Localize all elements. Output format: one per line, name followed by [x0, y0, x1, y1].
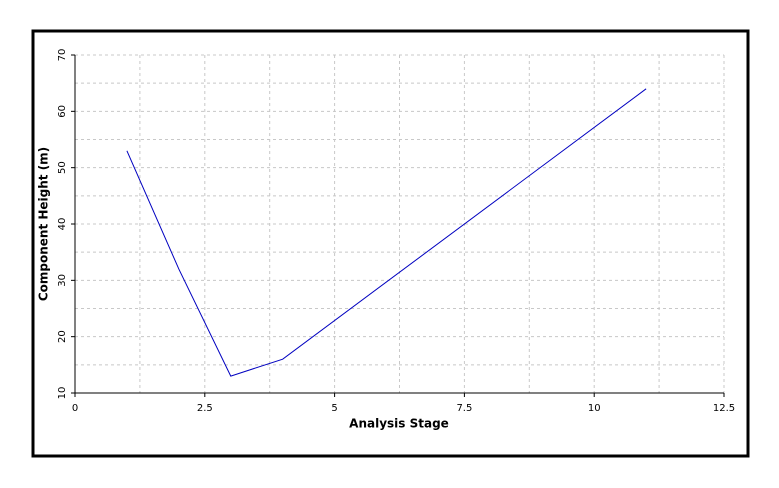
x-tick-label: 10 [588, 403, 601, 414]
y-axis-title: Component Height (m) [37, 147, 51, 301]
x-tick-label: 2.5 [197, 403, 213, 414]
data-line [126, 88, 647, 377]
x-tick-label: 7.5 [456, 403, 472, 414]
x-tick-label: 12.5 [713, 403, 735, 414]
y-tick-label: 10 [57, 387, 68, 400]
y-tick-label: 40 [57, 218, 68, 231]
y-tick-label: 20 [57, 330, 68, 343]
y-tick-label: 50 [57, 161, 68, 174]
y-tick-label: 60 [57, 105, 68, 118]
x-tick-label: 5 [331, 403, 337, 414]
x-axis-title: Analysis Stage [349, 417, 449, 431]
x-tick-label: 0 [72, 403, 78, 414]
y-tick-label: 30 [57, 274, 68, 287]
y-tick-label: 70 [57, 49, 68, 62]
